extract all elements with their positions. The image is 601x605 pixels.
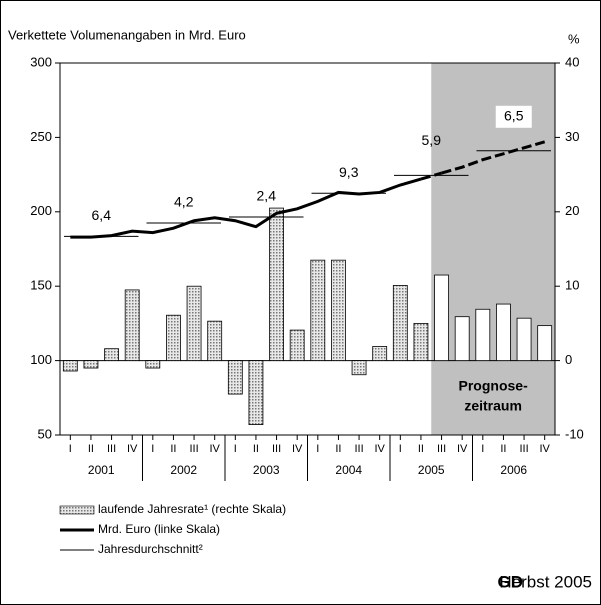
- bar: [227, 360, 243, 395]
- x-tick-label: III: [437, 443, 446, 455]
- bar: [124, 289, 140, 362]
- x-tick-label: III: [272, 443, 281, 455]
- bar: [145, 360, 161, 369]
- y-tick-label: 150: [30, 278, 52, 293]
- x-tick-label: II: [88, 443, 94, 455]
- bar: [454, 316, 470, 362]
- y2-tick-label: 30: [565, 129, 579, 144]
- y-tick-label: 300: [30, 54, 52, 69]
- label-box: [495, 105, 532, 128]
- x-tick-label: II: [418, 443, 424, 455]
- bar: [413, 322, 429, 361]
- legend-label: laufende Jahresrate¹ (rechte Skala): [98, 502, 286, 516]
- legend-label: Mrd. Euro (linke Skala): [98, 522, 220, 536]
- y-tick-label: 250: [30, 129, 52, 144]
- x-tick-label: IV: [539, 443, 550, 455]
- y-tick-label: 100: [30, 352, 52, 367]
- legend-label: Jahresdurchschnitt²: [98, 542, 203, 556]
- forecast-label: zeitraum: [464, 398, 522, 414]
- bar: [434, 274, 449, 362]
- annual-label: 5,9: [422, 132, 442, 148]
- y-tick-label: 50: [38, 426, 52, 441]
- bar: [310, 259, 326, 362]
- bar: [537, 325, 553, 361]
- bar: [372, 346, 388, 361]
- x-tick-label: III: [107, 443, 116, 455]
- forecast-label: Prognose-: [459, 378, 529, 394]
- bar: [207, 320, 223, 361]
- year-label: 2003: [253, 463, 280, 477]
- y2-tick-label: 20: [565, 203, 579, 218]
- x-tick-label: I: [399, 443, 402, 455]
- x-tick-label: IV: [374, 443, 385, 455]
- x-tick-label: IV: [209, 443, 220, 455]
- x-tick-label: II: [500, 443, 506, 455]
- bar: [516, 317, 532, 361]
- bar: [104, 348, 119, 362]
- legend-swatch: [59, 505, 95, 515]
- y2-tick-label: 0: [565, 352, 572, 367]
- bar: [166, 314, 181, 362]
- bar: [62, 360, 78, 372]
- y-axis-label: Verkettete Volumenangaben in Mrd. Euro: [8, 27, 246, 42]
- year-label: 2004: [335, 463, 362, 477]
- bar: [496, 303, 511, 361]
- x-tick-label: I: [69, 443, 72, 455]
- annual-label: 6,5: [504, 107, 524, 123]
- year-label: 2006: [500, 463, 527, 477]
- y2-axis-label: %: [568, 31, 580, 46]
- annual-label: 2,4: [257, 188, 277, 204]
- bar: [392, 285, 408, 361]
- bar: [475, 308, 491, 362]
- x-tick-label: IV: [127, 443, 138, 455]
- y2-tick-label: 10: [565, 278, 579, 293]
- forecast-area: [431, 63, 555, 435]
- x-tick-label: II: [253, 443, 259, 455]
- x-tick-label: I: [234, 443, 237, 455]
- bar: [248, 360, 264, 425]
- x-tick-label: IV: [457, 443, 468, 455]
- x-tick-label: I: [151, 443, 154, 455]
- y-tick-label: 200: [30, 203, 52, 218]
- y2-tick-label: -10: [565, 426, 584, 441]
- bar: [269, 207, 284, 362]
- x-tick-label: II: [170, 443, 176, 455]
- bar: [351, 360, 367, 376]
- forecast-connector: [420, 171, 442, 181]
- x-tick-label: IV: [292, 443, 303, 455]
- x-tick-label: III: [354, 443, 363, 455]
- bar: [289, 329, 305, 362]
- year-label: 2001: [88, 463, 115, 477]
- x-tick-label: II: [335, 443, 341, 455]
- annual-label: 4,2: [174, 194, 194, 210]
- forecast-line: [441, 140, 546, 175]
- x-tick-label: III: [189, 443, 198, 455]
- annual-label: 9,3: [339, 164, 359, 180]
- y2-tick-label: 40: [565, 54, 579, 69]
- bar: [331, 259, 346, 362]
- year-label: 2005: [418, 463, 445, 477]
- x-tick-label: I: [481, 443, 484, 455]
- x-tick-label: III: [519, 443, 528, 455]
- bar: [83, 360, 99, 369]
- line: [70, 177, 422, 239]
- source: Herbst 2005: [499, 572, 592, 591]
- x-tick-label: I: [316, 443, 319, 455]
- year-label: 2002: [170, 463, 197, 477]
- source-bold: GD: [498, 572, 524, 591]
- bar: [186, 285, 202, 362]
- annual-label: 6,4: [92, 207, 112, 223]
